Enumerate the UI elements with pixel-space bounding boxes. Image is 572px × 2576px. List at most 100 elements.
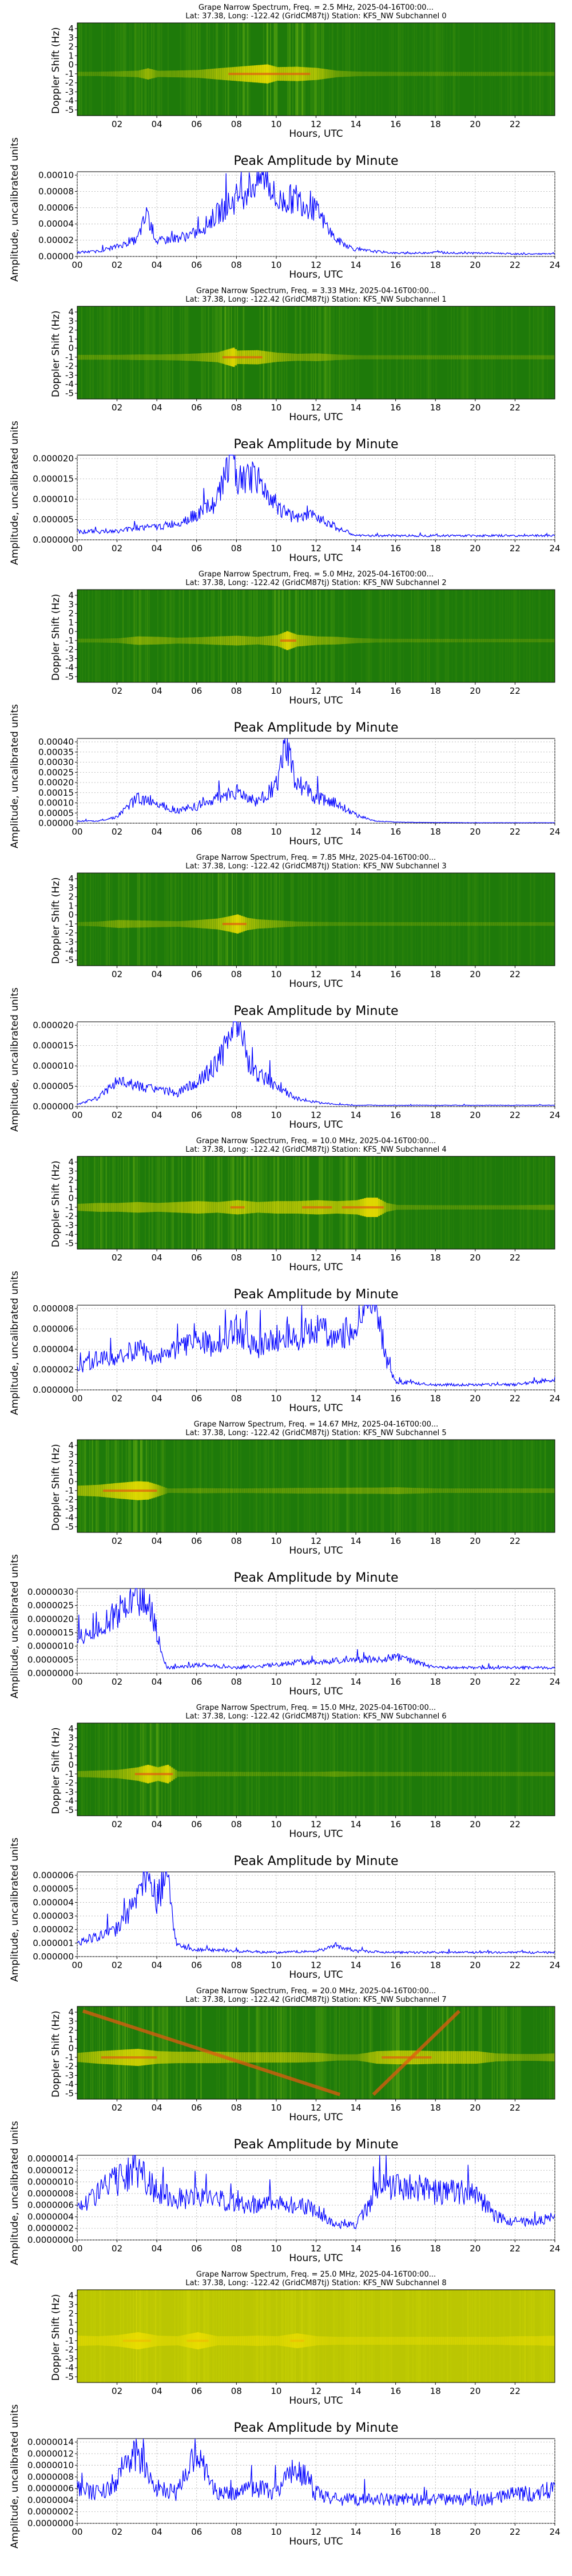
spectrogram-y-tick-label: -2 [65, 928, 74, 938]
spectrogram-y-tick-label: 2 [68, 892, 74, 902]
amplitude-y-tick-label: 0.000003 [33, 1911, 74, 1921]
spectrogram-y-tick-label: 4 [68, 1440, 74, 1451]
amplitude-x-tick-label: 06 [191, 260, 202, 270]
amplitude-y-tick-label: 0.000000 [33, 535, 74, 545]
spectrogram-y-tick-label: -3 [65, 86, 74, 97]
spectrogram-y-tick-label: 1 [68, 1467, 74, 1477]
spectrogram-y-tick-label: 1 [68, 1751, 74, 1761]
amplitude-y-tick-label: 0.000001 [33, 1938, 74, 1948]
spectrogram-y-tick-label: -2 [65, 1778, 74, 1788]
amplitude-line-chart: 0.000006 0.000005 0.000004 0.000003 0.000002… [33, 1870, 560, 1970]
amplitude-title: Peak Amplitude by Minute [233, 721, 399, 735]
spectrogram-y-tick-label: -4 [65, 946, 74, 956]
spectrogram-x-tick-label: 22 [510, 1819, 521, 1830]
spectrogram-background [77, 306, 555, 399]
spectrogram-x-tick-label: 20 [470, 1253, 480, 1263]
spectrogram-x-tick-label: 14 [351, 2103, 362, 2113]
amplitude-y-axis-label: Amplitude, uncalibrated units [9, 704, 21, 848]
amplitude-y-tick-label: 0.000008 [33, 1303, 74, 1314]
amplitude-x-tick-label: 08 [231, 1110, 242, 1120]
amplitude-x-tick-label: 14 [351, 1393, 362, 1404]
spectrogram-x-axis-label: Hours, UTC [289, 1828, 343, 1840]
spectrogram-y-tick-label: 0 [68, 60, 74, 70]
spectrogram-subtitle: Lat: 37.38, Long: -122.42 (GridCM87tj) S… [185, 1712, 447, 1721]
amplitude-x-tick-label: 00 [72, 543, 82, 554]
spectrogram-y-tick-label: -1 [65, 352, 74, 362]
spectrogram-x-tick-label: 20 [470, 1819, 480, 1830]
amplitude-y-tick-label: 0.00000 [38, 818, 74, 828]
amplitude-y-tick-label: 0.000005 [33, 1884, 74, 1894]
amplitude-y-axis-label: Amplitude, uncalibrated units [9, 1838, 21, 1982]
spectrogram-y-tick-label: 3 [68, 2016, 74, 2026]
spectrogram-x-tick-label: 06 [191, 2386, 202, 2396]
amplitude-x-tick-label: 12 [311, 543, 321, 554]
spectrogram-y-tick-label: 2 [68, 609, 74, 619]
amplitude-x-tick-label: 02 [112, 2527, 122, 2537]
amplitude-y-tick-label: 0.00010 [38, 798, 74, 808]
amplitude-x-tick-label: 24 [549, 1960, 560, 1970]
spectrogram-x-tick-label: 16 [390, 686, 401, 696]
amplitude-y-tick-label: 0.00004 [38, 219, 74, 229]
amplitude-plot-area [77, 2438, 555, 2524]
amplitude-x-axis-label: Hours, UTC [289, 2253, 343, 2264]
amplitude-y-tick-label: 0.0000014 [27, 2154, 74, 2164]
amplitude-x-axis-label: Hours, UTC [289, 269, 343, 280]
spectrogram-subtitle: Lat: 37.38, Long: -122.42 (GridCM87tj) S… [185, 12, 447, 21]
amplitude-x-tick-label: 14 [351, 543, 362, 554]
amplitude-x-tick-label: 16 [390, 2527, 401, 2537]
amplitude-y-tick-label: 0.000006 [33, 1324, 74, 1334]
spectrogram-title: Grape Narrow Spectrum, Freq. = 7.85 MHz,… [196, 854, 436, 862]
spectrogram-x-tick-label: 08 [231, 1253, 242, 1263]
spectrogram-x-tick-label: 14 [351, 2386, 362, 2396]
spectrogram-y-tick-label: -5 [65, 1522, 74, 1532]
amplitude-x-tick-label: 04 [152, 1110, 162, 1120]
spectrogram-x-tick-label: 08 [231, 2103, 242, 2113]
amplitude-x-tick-label: 12 [311, 2527, 321, 2537]
spectrogram-x-axis-label: Hours, UTC [289, 1262, 343, 1273]
amplitude-x-axis-label: Hours, UTC [289, 2536, 343, 2547]
amplitude-x-tick-label: 00 [72, 2527, 82, 2537]
amplitude-x-tick-label: 14 [351, 260, 362, 270]
spectrogram-x-tick-label: 06 [191, 686, 202, 696]
amplitude-x-tick-label: 10 [271, 2243, 281, 2254]
spectrogram-x-tick-label: 12 [311, 1253, 321, 1263]
amplitude-x-tick-label: 00 [72, 2243, 82, 2254]
spectrogram-x-tick-label: 02 [112, 969, 122, 979]
spectrogram-background [77, 590, 555, 682]
amplitude-x-tick-label: 00 [72, 1960, 82, 1970]
amplitude-y-axis-label: Amplitude, uncalibrated units [9, 137, 21, 282]
spectrogram-y-axis-label: Doppler Shift (Hz) [50, 27, 62, 114]
amplitude-x-tick-label: 02 [112, 1960, 122, 1970]
amplitude-line-chart: 0.00010 0.00008 0.00006 0.00004 0.00002 0.000… [38, 170, 561, 270]
spectrogram-y-tick-label: -5 [65, 2088, 74, 2099]
spectrogram-x-tick-label: 22 [510, 1536, 521, 1546]
amplitude-y-axis-label: Amplitude, uncalibrated units [9, 2404, 21, 2549]
spectrogram-x-axis-label: Hours, UTC [289, 978, 343, 990]
amplitude-x-tick-label: 22 [510, 2243, 521, 2254]
amplitude-x-tick-label: 18 [430, 2527, 441, 2537]
spectrogram-x-tick-label: 12 [311, 2386, 321, 2396]
amplitude-x-tick-label: 06 [191, 1677, 202, 1687]
spectrogram-x-tick-label: 16 [390, 2103, 401, 2113]
amplitude-line-chart: 0.000008 0.000006 0.000004 0.000002 0.000000… [33, 1303, 560, 1404]
spectrogram-x-tick-label: 04 [152, 119, 162, 129]
amplitude-x-tick-label: 00 [72, 1110, 82, 1120]
spectrogram-x-tick-label: 08 [231, 1536, 242, 1546]
spectrogram-y-tick-label: 1 [68, 334, 74, 344]
spectrogram-x-tick-label: 16 [390, 1253, 401, 1263]
spectrogram-x-tick-label: 20 [470, 2103, 480, 2113]
spectrogram-subtitle: Lat: 37.38, Long: -122.42 (GridCM87tj) S… [185, 1996, 447, 2004]
amplitude-line-chart: 0.00000140.00000120.00000100.00000080.00… [27, 2154, 561, 2254]
amplitude-x-tick-label: 18 [430, 1960, 441, 1970]
spectrogram-x-tick-label: 20 [470, 686, 480, 696]
amplitude-title: Peak Amplitude by Minute [233, 154, 399, 168]
spectrogram-y-tick-label: 4 [68, 2290, 74, 2301]
amplitude-x-tick-label: 16 [390, 2243, 401, 2254]
amplitude-x-tick-label: 02 [112, 260, 122, 270]
amplitude-x-tick-label: 12 [311, 1677, 321, 1687]
amplitude-y-tick-label: 0.0000030 [27, 1587, 74, 1597]
amplitude-y-tick-label: 0.0000002 [27, 2507, 74, 2517]
